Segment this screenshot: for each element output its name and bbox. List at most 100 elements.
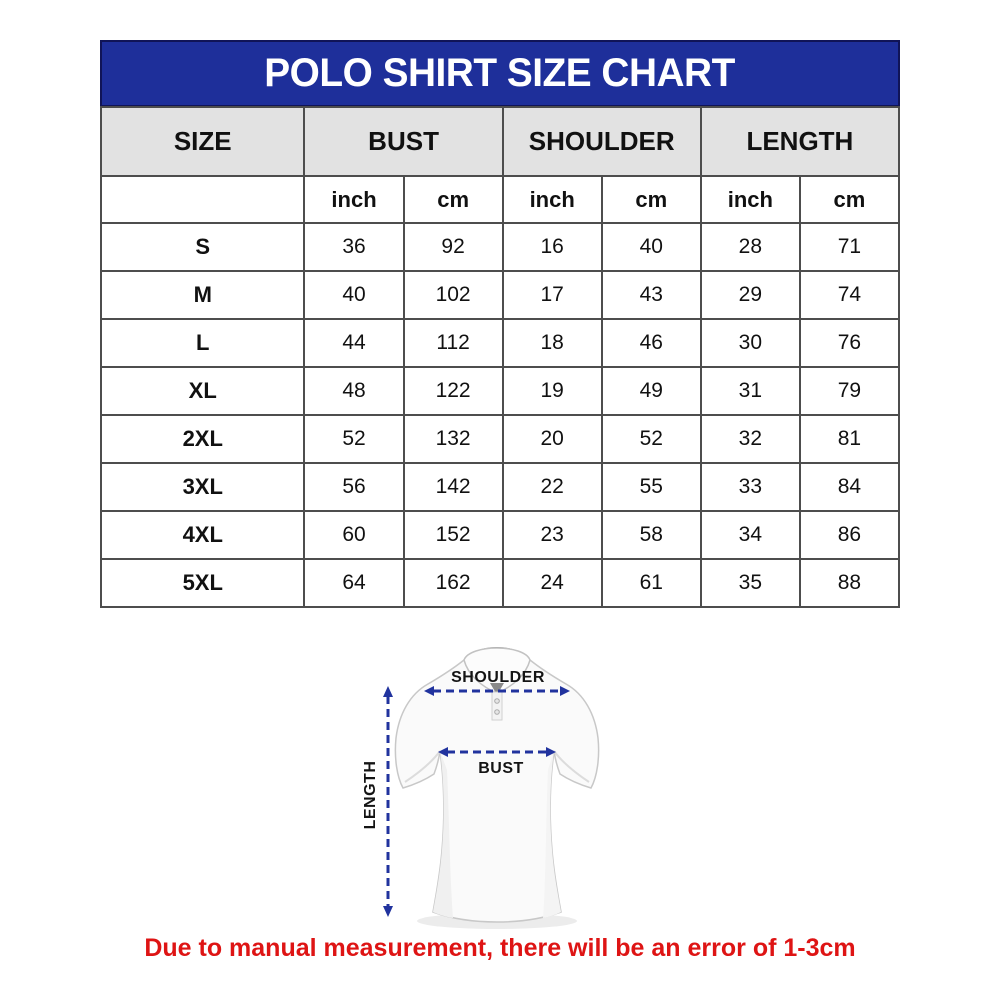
measurement-cell: 43 — [600, 270, 702, 320]
measurement-cell: 40 — [600, 222, 702, 272]
measurement-cell: 162 — [402, 558, 504, 608]
group-header-row: SIZE BUST SHOULDER LENGTH — [99, 106, 901, 177]
shirt-left-shading — [433, 751, 453, 918]
unit-header-length-cm: cm — [798, 175, 901, 224]
unit-header-row: inch cm inch cm inch cm — [99, 175, 901, 224]
measurement-cell: 58 — [600, 510, 702, 560]
size-label: 2XL — [99, 414, 306, 464]
size-table: SIZE BUST SHOULDER LENGTH inch cm inch c… — [99, 106, 901, 608]
collar-notch — [490, 683, 504, 695]
measurement-cell: 61 — [600, 558, 702, 608]
measurement-cell: 29 — [699, 270, 801, 320]
measurement-cell: 64 — [303, 558, 405, 608]
polo-shirt-diagram: SHOULDER BUST LENGTH — [360, 630, 660, 930]
measurement-cell: 92 — [402, 222, 504, 272]
measurement-cell: 79 — [798, 366, 901, 416]
unit-header-length-inch: inch — [699, 175, 801, 224]
measurement-cell: 28 — [699, 222, 801, 272]
size-label: S — [99, 222, 306, 272]
measurement-cell: 33 — [699, 462, 801, 512]
size-label: 5XL — [99, 558, 306, 608]
measurement-cell: 34 — [699, 510, 801, 560]
measurement-cell: 20 — [501, 414, 603, 464]
measurement-cell: 81 — [798, 414, 901, 464]
table-row: XL 48 122 19 49 31 79 — [99, 366, 901, 416]
column-header-bust: BUST — [303, 106, 504, 177]
measurement-cell: 32 — [699, 414, 801, 464]
bust-label: BUST — [478, 760, 524, 777]
measurement-cell: 52 — [303, 414, 405, 464]
left-sleeve-seam — [404, 750, 441, 783]
measurement-cell: 22 — [501, 462, 603, 512]
measurement-cell: 55 — [600, 462, 702, 512]
column-header-length: LENGTH — [699, 106, 901, 177]
unit-header-bust-inch: inch — [303, 175, 405, 224]
unit-header-shoulder-inch: inch — [501, 175, 603, 224]
measurement-cell: 17 — [501, 270, 603, 320]
right-sleeve-seam — [553, 750, 590, 783]
size-table-body: S 36 92 16 40 28 71 M 40 102 17 43 29 74 L 44 112 18 46 30 7… — [99, 222, 901, 608]
size-label: XL — [99, 366, 306, 416]
measurement-cell: 86 — [798, 510, 901, 560]
chart-title: POLO SHIRT SIZE CHART — [264, 51, 736, 95]
table-row: 5XL 64 162 24 61 35 88 — [99, 558, 901, 608]
measurement-cell: 88 — [798, 558, 901, 608]
measurement-cell: 76 — [798, 318, 901, 368]
measurement-cell: 74 — [798, 270, 901, 320]
table-row: L 44 112 18 46 30 76 — [99, 318, 901, 368]
shoulder-arrow — [424, 686, 570, 696]
table-row: M 40 102 17 43 29 74 — [99, 270, 901, 320]
size-chart: POLO SHIRT SIZE CHART SIZE BUST SHOULDER… — [99, 40, 901, 608]
length-arrow — [383, 686, 393, 917]
column-header-shoulder: SHOULDER — [501, 106, 702, 177]
placket — [491, 691, 503, 721]
table-row: 2XL 52 132 20 52 32 81 — [99, 414, 901, 464]
measurement-cell: 142 — [402, 462, 504, 512]
size-label: 3XL — [99, 462, 306, 512]
measurement-cell: 30 — [699, 318, 801, 368]
unit-header-bust-cm: cm — [402, 175, 504, 224]
column-header-size: SIZE — [99, 106, 306, 177]
button-icon — [494, 709, 500, 715]
measurement-cell: 16 — [501, 222, 603, 272]
measurement-cell: 52 — [600, 414, 702, 464]
measurement-cell: 132 — [402, 414, 504, 464]
collar — [463, 647, 531, 694]
table-row: 3XL 56 142 22 55 33 84 — [99, 462, 901, 512]
size-label: M — [99, 270, 306, 320]
measurement-cell: 102 — [402, 270, 504, 320]
button-icon — [494, 698, 500, 704]
measurement-cell: 31 — [699, 366, 801, 416]
table-row: S 36 92 16 40 28 71 — [99, 222, 901, 272]
unit-header-empty — [99, 175, 306, 224]
measurement-cell: 19 — [501, 366, 603, 416]
measurement-note: Due to manual measurement, there will be… — [144, 934, 856, 962]
chart-title-banner: POLO SHIRT SIZE CHART — [100, 40, 900, 107]
measurement-cell: 122 — [402, 366, 504, 416]
measurement-cell: 49 — [600, 366, 702, 416]
measurement-cell: 152 — [402, 510, 504, 560]
measurement-cell: 36 — [303, 222, 405, 272]
shirt-right-shading — [543, 751, 561, 918]
measurement-cell: 46 — [600, 318, 702, 368]
measurement-cell: 84 — [798, 462, 901, 512]
measurement-cell: 35 — [699, 558, 801, 608]
length-label: LENGTH — [362, 761, 379, 830]
size-label: L — [99, 318, 306, 368]
measurement-cell: 60 — [303, 510, 405, 560]
unit-header-shoulder-cm: cm — [600, 175, 702, 224]
polo-shirt-illustration: SHOULDER BUST LENGTH — [362, 647, 600, 929]
measurement-cell: 71 — [798, 222, 901, 272]
table-row: 4XL 60 152 23 58 34 86 — [99, 510, 901, 560]
measurement-cell: 44 — [303, 318, 405, 368]
bust-arrow — [438, 747, 556, 757]
measurement-cell: 112 — [402, 318, 504, 368]
measurement-cell: 18 — [501, 318, 603, 368]
shoulder-label: SHOULDER — [451, 669, 545, 686]
measurement-cell: 24 — [501, 558, 603, 608]
size-label: 4XL — [99, 510, 306, 560]
measurement-cell: 40 — [303, 270, 405, 320]
measurement-cell: 56 — [303, 462, 405, 512]
measurement-cell: 48 — [303, 366, 405, 416]
